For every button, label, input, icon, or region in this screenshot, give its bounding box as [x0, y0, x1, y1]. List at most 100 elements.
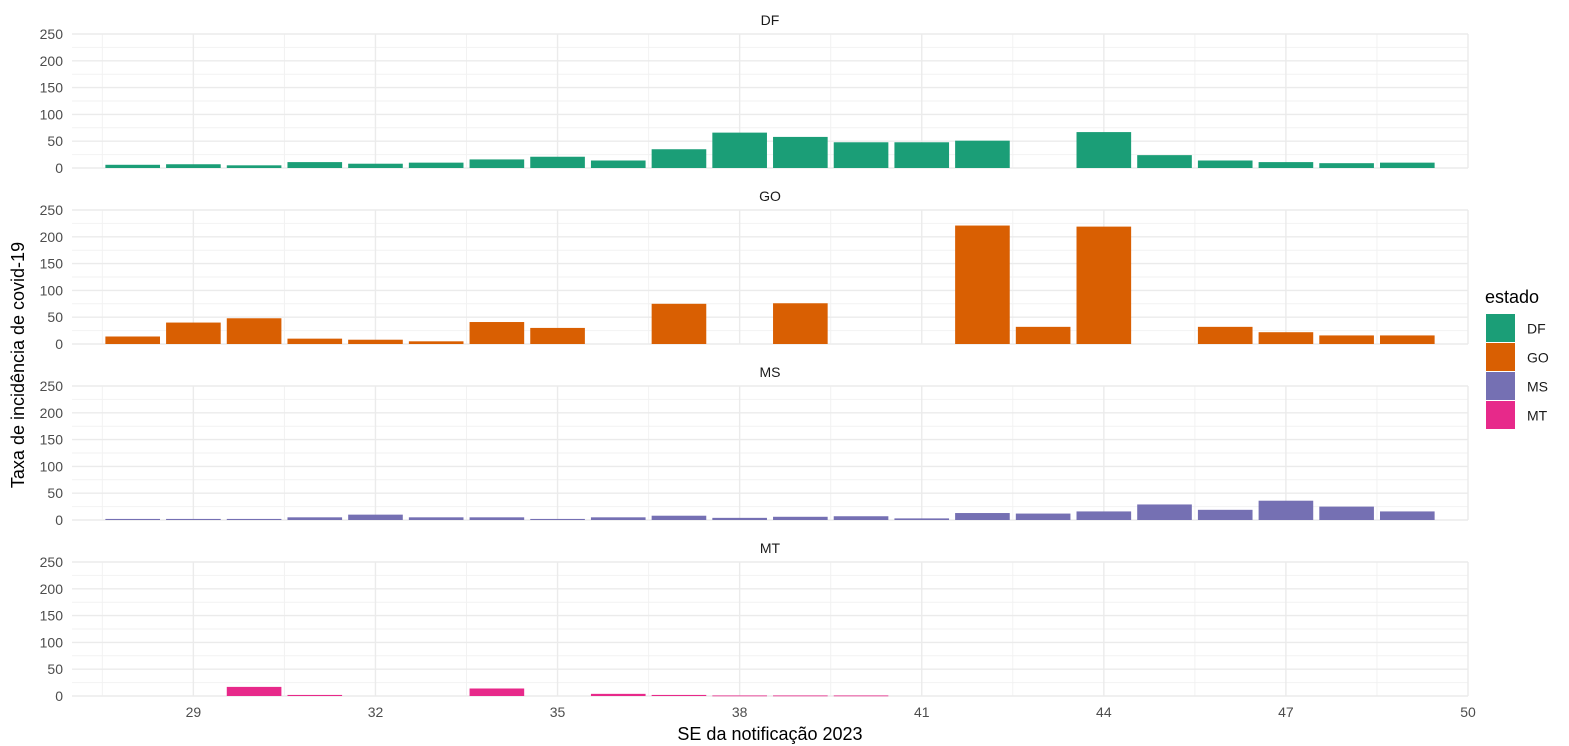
bar-go-se33 — [408, 341, 464, 344]
y-tick-label: 150 — [40, 256, 64, 272]
bar-go-se46 — [1197, 326, 1253, 344]
bar-mt-se36 — [590, 693, 646, 696]
y-tick-label: 0 — [55, 688, 63, 704]
bar-ms-se37 — [651, 515, 707, 520]
bar-df-se47 — [1258, 162, 1314, 168]
bar-mt-se37 — [651, 694, 707, 696]
bar-go-se43 — [1015, 326, 1071, 344]
legend-label-mt: MT — [1527, 408, 1548, 424]
bar-go-se39 — [773, 303, 828, 344]
bar-go-se30 — [226, 318, 282, 344]
facet-panels: DF 0 50 100 150 200 250 GO 0 50 100 150 200 250 MS 0 50 1… — [40, 12, 1476, 720]
bar-go-se49 — [1379, 335, 1435, 344]
bar-go-se48 — [1319, 335, 1374, 344]
bar-df-se49 — [1379, 162, 1435, 168]
legend-key-ms — [1486, 372, 1515, 400]
facet-strip-label: DF — [761, 12, 780, 28]
bar-ms-se47 — [1258, 500, 1314, 520]
x-tick-label: 47 — [1278, 704, 1294, 720]
facet-strip-label: MS — [760, 364, 781, 380]
bar-ms-se48 — [1319, 506, 1374, 520]
y-tick-label: 50 — [47, 133, 63, 149]
y-axis-title: Taxa de incidência de covid-19 — [8, 242, 28, 488]
bar-go-se32 — [348, 339, 403, 344]
bar-df-se32 — [348, 163, 403, 168]
legend-title: estado — [1485, 287, 1539, 307]
x-tick-label: 41 — [914, 704, 930, 720]
legend-label-ms: MS — [1527, 379, 1548, 395]
y-tick-label: 100 — [40, 106, 64, 122]
facet-panel-go: GO 0 50 100 150 200 250 — [40, 188, 1469, 352]
y-tick-label: 150 — [40, 608, 64, 624]
bar-go-se35 — [530, 327, 585, 344]
bar-ms-se45 — [1137, 504, 1192, 520]
bar-go-se47 — [1258, 332, 1314, 344]
bar-df-se38 — [712, 132, 767, 168]
bar-df-se35 — [530, 156, 585, 168]
y-tick-label: 0 — [55, 336, 63, 352]
bar-go-se42 — [955, 225, 1010, 344]
legend-key-go — [1486, 343, 1515, 371]
y-tick-label: 100 — [40, 634, 64, 650]
bar-ms-se31 — [287, 517, 343, 520]
legend-key-mt — [1486, 401, 1515, 429]
y-tick-label: 200 — [40, 405, 64, 421]
bar-ms-se40 — [833, 516, 889, 520]
bar-go-se37 — [651, 303, 707, 344]
legend-label-df: DF — [1527, 321, 1546, 337]
bar-mt-se38 — [712, 695, 767, 697]
bar-df-se36 — [590, 160, 646, 168]
bar-ms-se46 — [1197, 509, 1253, 520]
bar-go-se34 — [469, 322, 525, 344]
bar-go-se28 — [105, 336, 161, 344]
bar-df-se28 — [105, 164, 161, 168]
y-tick-label: 250 — [40, 26, 64, 42]
bar-df-se34 — [469, 159, 525, 168]
y-tick-label: 100 — [40, 282, 64, 298]
bar-df-se30 — [226, 165, 282, 168]
bar-df-se29 — [166, 164, 221, 168]
y-tick-label: 200 — [40, 581, 64, 597]
bar-mt-se39 — [773, 695, 828, 697]
bar-df-se42 — [955, 140, 1010, 168]
x-tick-label: 38 — [732, 704, 748, 720]
facet-panel-ms: MS 0 50 100 150 200 250 — [40, 364, 1469, 528]
y-tick-label: 0 — [55, 160, 63, 176]
x-tick-label: 35 — [550, 704, 566, 720]
y-tick-label: 50 — [47, 309, 63, 325]
y-tick-label: 200 — [40, 229, 64, 245]
bar-ms-se44 — [1076, 511, 1132, 520]
bar-df-se40 — [833, 142, 889, 168]
bar-mt-se40 — [833, 695, 889, 697]
y-tick-label: 200 — [40, 53, 64, 69]
y-tick-label: 150 — [40, 80, 64, 96]
y-tick-label: 250 — [40, 378, 64, 394]
y-tick-label: 50 — [47, 661, 63, 677]
bar-ms-se41 — [894, 518, 950, 520]
y-tick-label: 50 — [47, 485, 63, 501]
bar-go-se29 — [166, 322, 221, 344]
bar-ms-se33 — [408, 517, 464, 520]
x-tick-label: 29 — [186, 704, 202, 720]
bar-ms-se42 — [955, 513, 1010, 520]
legend-label-go: GO — [1527, 350, 1549, 366]
bar-ms-se49 — [1379, 511, 1435, 520]
bar-ms-se36 — [590, 517, 646, 520]
x-tick-label: 50 — [1460, 704, 1476, 720]
bar-ms-se38 — [712, 517, 767, 520]
bar-ms-se35 — [530, 518, 585, 520]
legend: estado DF GO MS MT — [1485, 287, 1549, 429]
facet-strip-label: GO — [759, 188, 781, 204]
bar-mt-se31 — [287, 694, 343, 696]
bar-ms-se39 — [773, 516, 828, 520]
bar-ms-se29 — [166, 518, 221, 520]
bar-go-se31 — [287, 338, 343, 344]
y-tick-label: 150 — [40, 432, 64, 448]
facet-panel-df: DF 0 50 100 150 200 250 — [40, 12, 1469, 176]
x-axis-title: SE da notificação 2023 — [677, 724, 862, 744]
bar-mt-se34 — [469, 688, 525, 696]
bar-ms-se28 — [105, 518, 161, 520]
bar-df-se48 — [1319, 163, 1374, 168]
bar-df-se41 — [894, 142, 950, 168]
